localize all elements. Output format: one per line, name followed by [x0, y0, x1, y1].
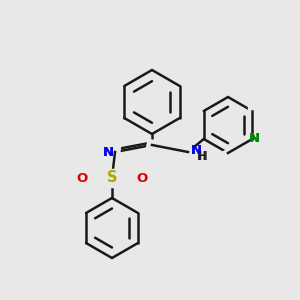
Text: O: O [76, 172, 88, 184]
Text: O: O [76, 172, 88, 184]
Text: N: N [102, 146, 114, 158]
Text: S: S [107, 170, 117, 185]
Text: S: S [107, 170, 117, 185]
Text: N: N [249, 133, 260, 146]
Text: N: N [190, 143, 202, 157]
Text: H: H [199, 151, 207, 164]
Text: O: O [136, 172, 148, 184]
Text: N: N [190, 143, 202, 157]
Text: N: N [102, 146, 114, 158]
Text: N: N [249, 133, 260, 146]
Text: O: O [136, 172, 148, 184]
Text: H: H [197, 149, 207, 163]
